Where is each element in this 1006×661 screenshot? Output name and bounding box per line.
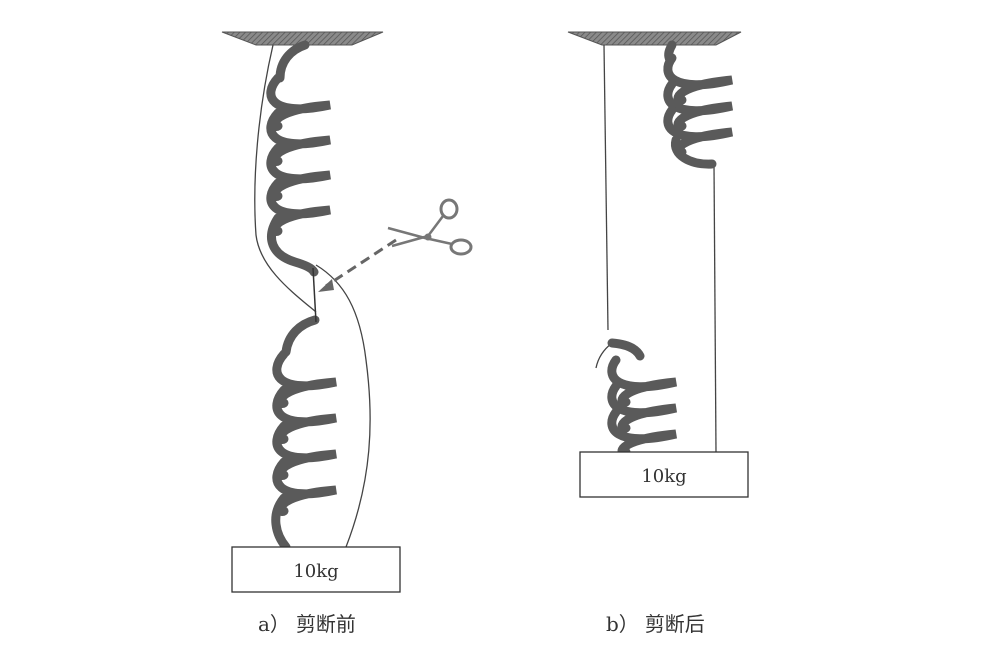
caption-letter-b: b）: [606, 612, 639, 636]
lower-spring-b: [607, 338, 678, 457]
lower-spring-a: [271, 315, 337, 552]
caption-b: b） 剪断后: [606, 608, 705, 637]
cut-point-a: [312, 267, 317, 323]
string-right-b: [713, 164, 717, 453]
upper-spring-a: [266, 40, 331, 277]
mass-block-a: [231, 546, 401, 593]
cut-arrow-head: [318, 279, 334, 292]
ceiling-support-a: [221, 31, 384, 46]
string-upper-a: [254, 44, 317, 313]
scissors-icon: [387, 198, 473, 256]
upper-spring-b: [663, 40, 734, 169]
string-left-b: [603, 44, 609, 331]
ceiling-support-b: [567, 31, 742, 46]
caption-a: a） 剪断前: [258, 608, 356, 637]
mass-block-b: [579, 451, 749, 498]
caption-text-b: 剪断后: [644, 612, 705, 636]
string-lower-a: [315, 264, 371, 548]
panel-a: 10kg: [221, 31, 473, 593]
caption-text-a: 剪断前: [295, 612, 356, 636]
caption-letter-a: a）: [258, 612, 290, 636]
mass-label-b: 10kg: [641, 466, 686, 487]
cut-arrow: [325, 238, 397, 288]
panel-b: 10kg: [567, 31, 749, 498]
mass-label-a: 10kg: [293, 561, 338, 582]
